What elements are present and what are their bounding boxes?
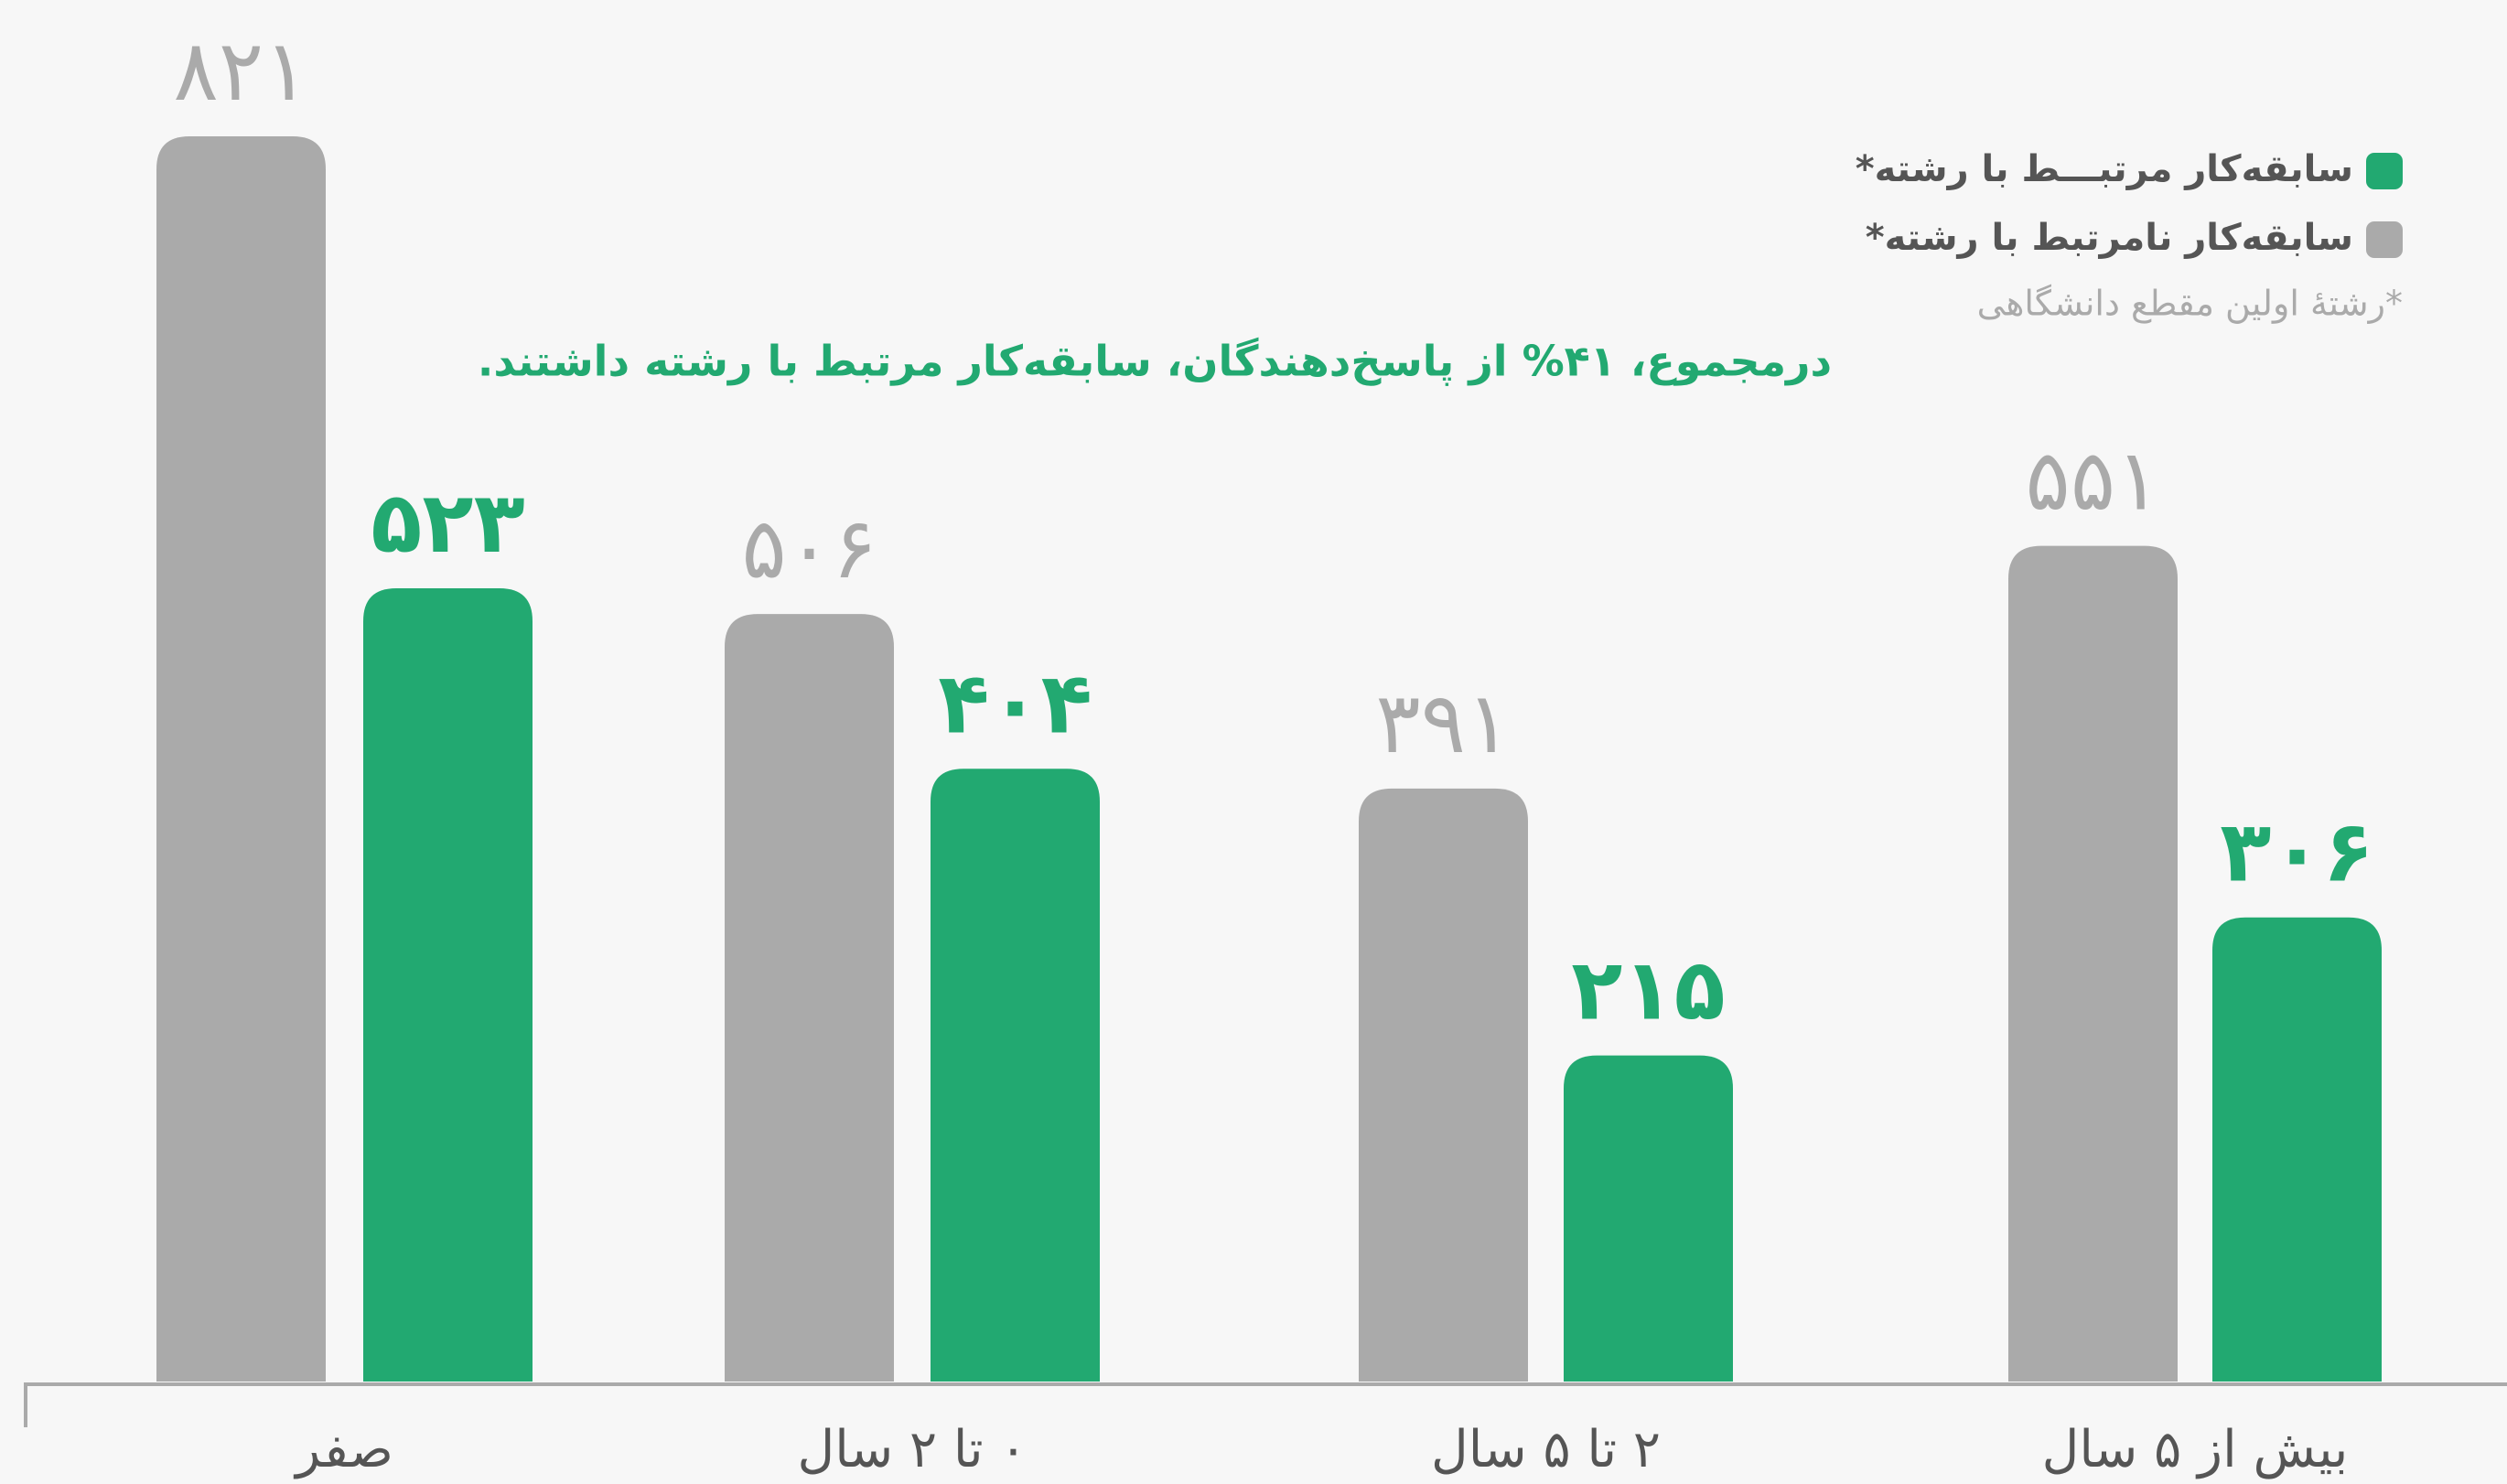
x-tick-label: ۲ تا ۵ سال (1431, 1420, 1661, 1479)
x-tick-label: صفر (293, 1420, 393, 1479)
legend-swatch (2366, 153, 2403, 189)
value-label: ۲۱۵ (1571, 941, 1725, 1039)
value-label: ۵۲۳ (371, 474, 524, 572)
bar (363, 588, 533, 1382)
bar (156, 136, 326, 1382)
bar (931, 769, 1100, 1382)
annotation: درمجموع، ۴۱% از پاسخ‌دهندگان، سابقه‌کار … (478, 337, 1832, 387)
value-label: ۳۹۱ (1375, 674, 1511, 772)
bar (2008, 545, 2178, 1382)
value-label: ۳۰۶ (2220, 803, 2373, 901)
footnote: *رشتۀ اولین مقطع دانشگاهی (1977, 284, 2403, 325)
value-label: ۸۲۱ (173, 22, 308, 120)
value-label: ۵۵۱ (2025, 432, 2160, 530)
bar (725, 614, 894, 1382)
x-axis (24, 1382, 2507, 1427)
bar (2212, 917, 2382, 1382)
legend-label: سابقه‌کار نامرتبط با رشته* (1866, 217, 2353, 259)
x-tick-label: بیش از ۵ سال (2042, 1420, 2349, 1479)
bar (1564, 1055, 1733, 1382)
value-label: ۵۰۶ (741, 500, 877, 597)
legend-label: سابقه‌کار مرتبـــط با رشته* (1856, 148, 2353, 190)
x-tick-label: ۰ تا ۲ سال (798, 1420, 1028, 1479)
bar (1359, 788, 1528, 1382)
value-label: ۴۰۴ (938, 654, 1092, 752)
legend-swatch (2366, 221, 2403, 258)
